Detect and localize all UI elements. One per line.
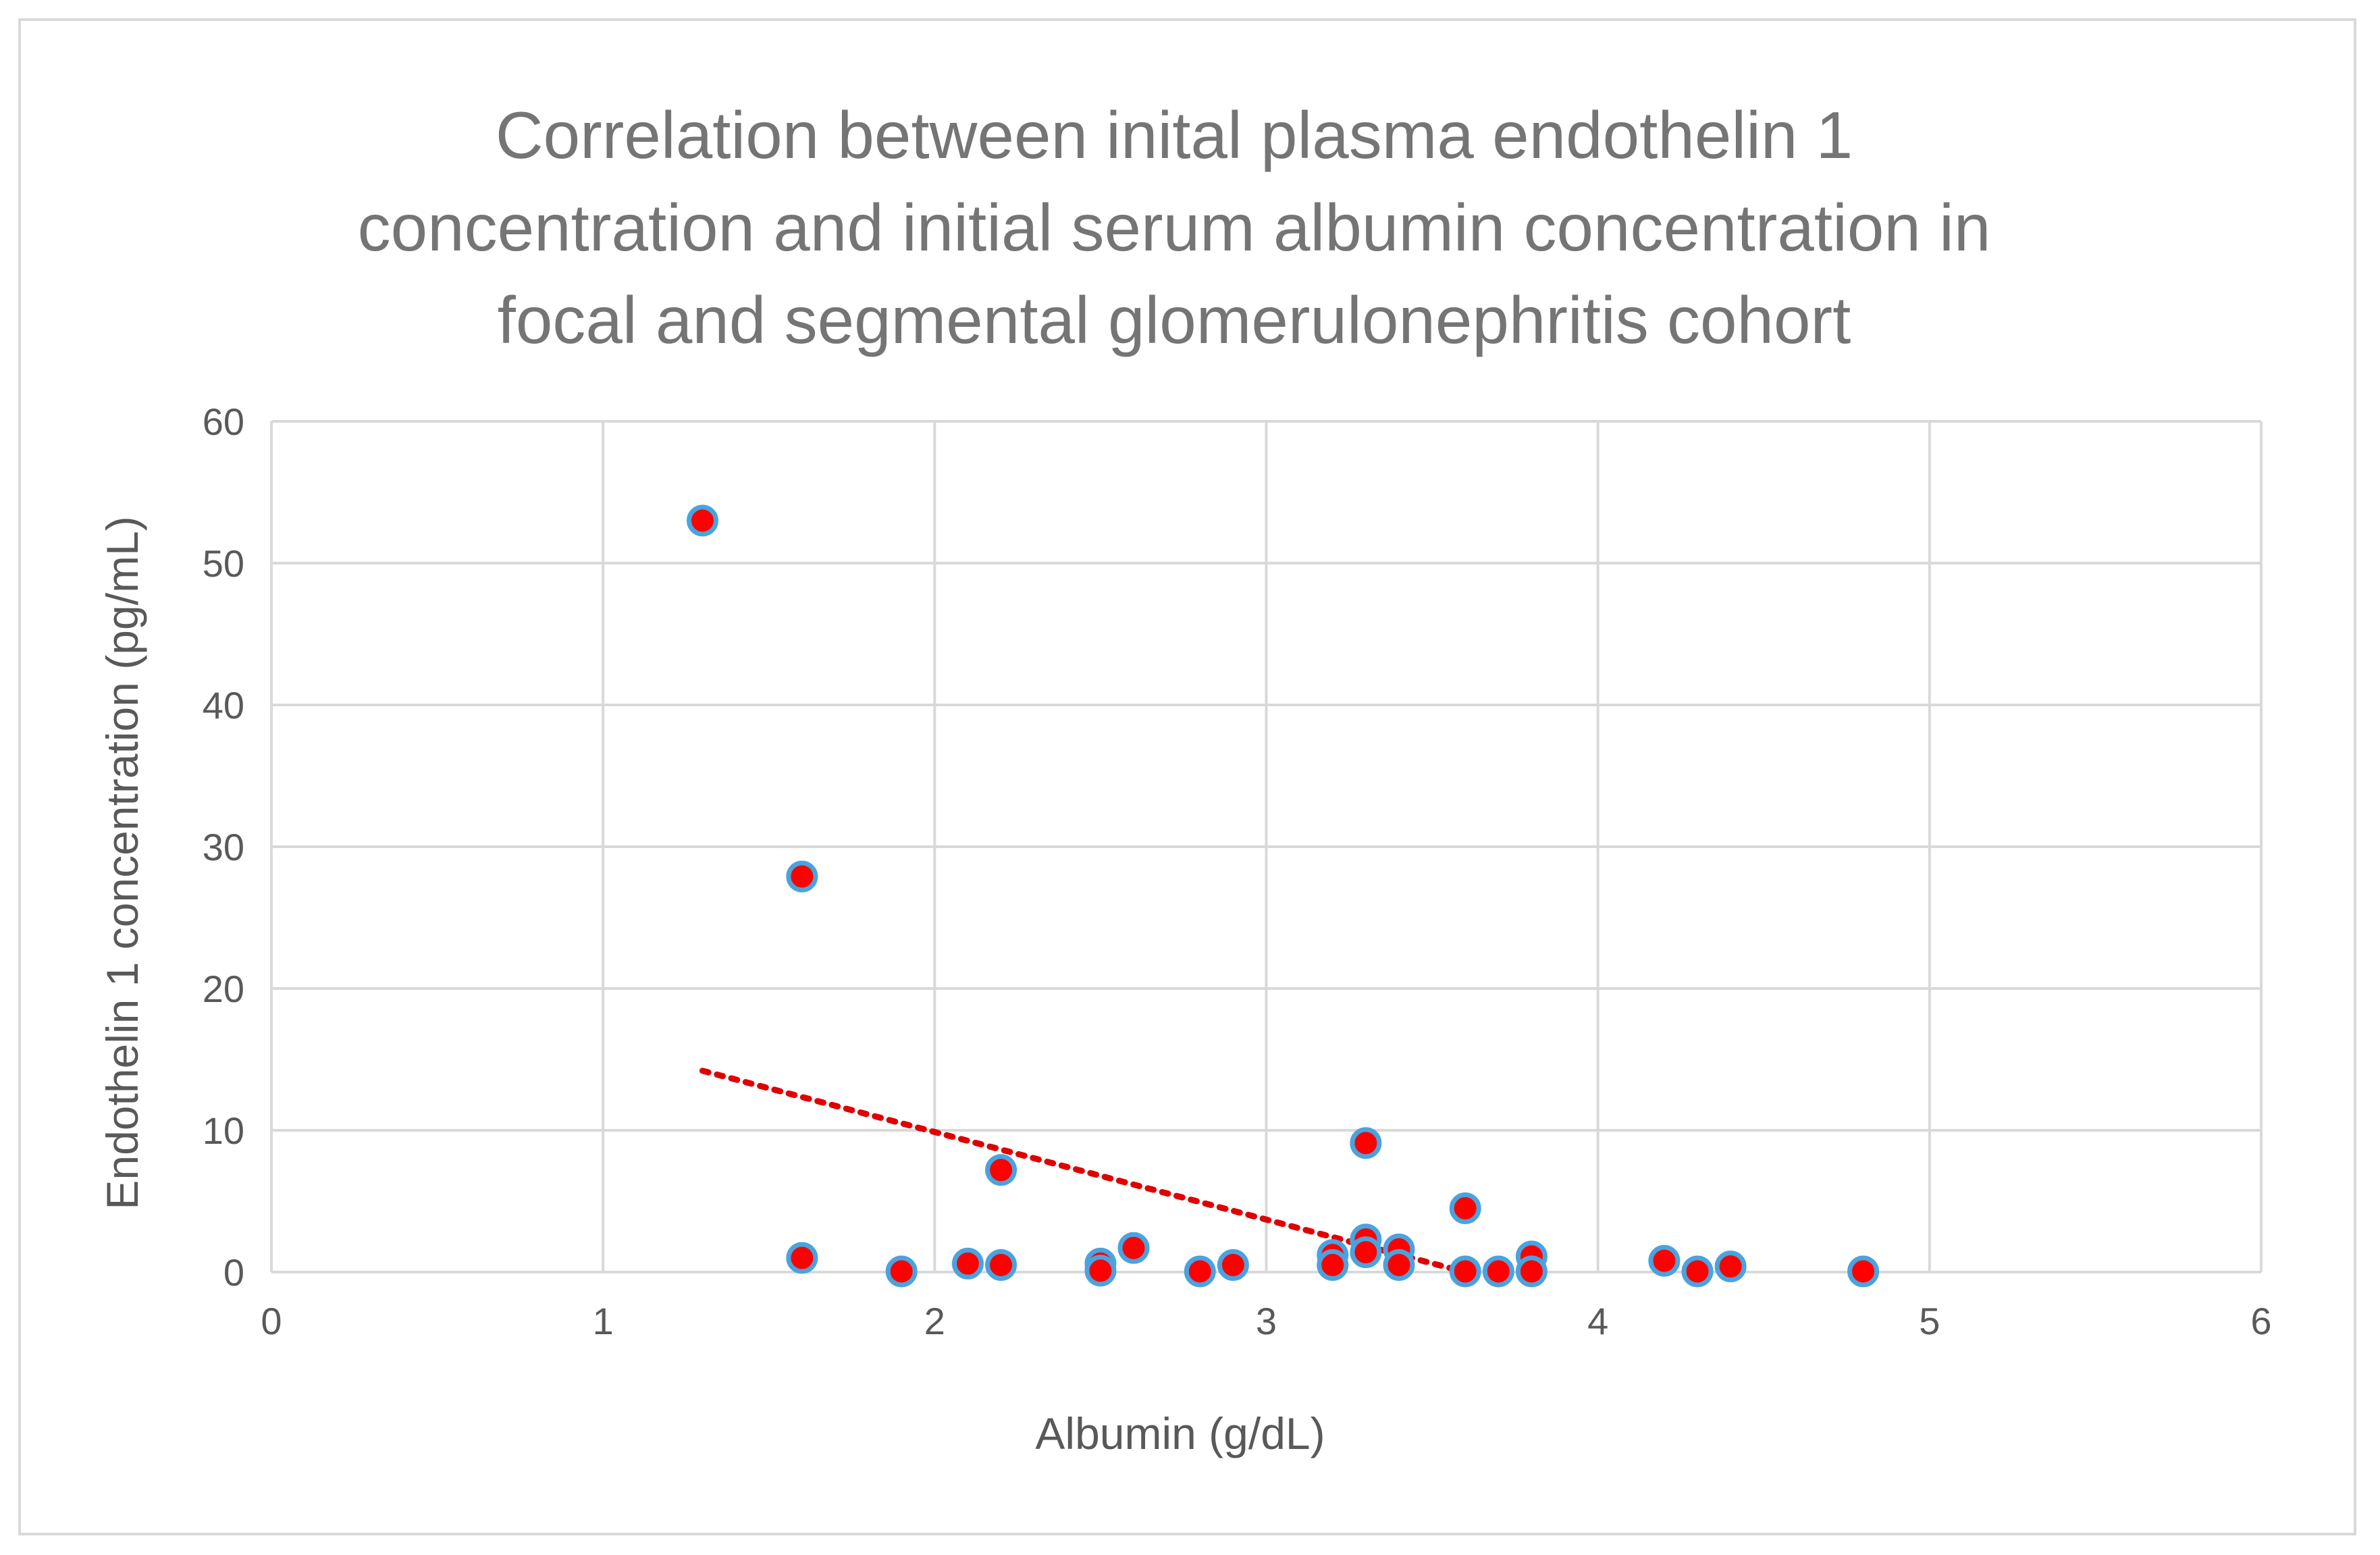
- data-point: [1449, 1255, 1481, 1288]
- data-point: [1184, 1255, 1216, 1288]
- trendline-layer: [699, 1068, 1469, 1275]
- data-point: [786, 860, 818, 893]
- chart-title-line-3: focal and segmental glomerulonephritis c…: [498, 283, 1851, 357]
- data-point: [1847, 1255, 1880, 1288]
- chart-title-line-1: Correlation between inital plasma endoth…: [496, 98, 1853, 172]
- data-point: [1117, 1232, 1150, 1264]
- data-point: [985, 1154, 1017, 1186]
- y-tick-label: 40: [203, 684, 244, 727]
- x-axis-title: Albumin (g/dL): [1035, 1408, 1325, 1458]
- data-point: [1350, 1236, 1382, 1269]
- x-tick-label: 4: [1587, 1300, 1608, 1342]
- data-point: [1350, 1127, 1382, 1159]
- data-point: [1449, 1192, 1481, 1224]
- data-point: [1383, 1249, 1415, 1281]
- data-points: [687, 504, 1880, 1288]
- data-point: [1648, 1244, 1681, 1277]
- data-point: [1482, 1255, 1514, 1288]
- linear-trendline: [699, 1068, 1469, 1275]
- data-point: [1217, 1249, 1249, 1281]
- y-tick-label: 60: [203, 400, 244, 443]
- data-point: [786, 1242, 818, 1274]
- scatter-chart: Correlation between inital plasma endoth…: [97, 98, 2272, 1458]
- chart-frame: Correlation between inital plasma endoth…: [18, 18, 2356, 1535]
- data-point: [1317, 1249, 1349, 1281]
- y-tick-label: 0: [223, 1251, 244, 1294]
- y-tick-label: 20: [203, 968, 244, 1010]
- data-point: [885, 1255, 918, 1288]
- x-tick-label: 5: [1919, 1300, 1940, 1342]
- data-point: [1681, 1255, 1714, 1288]
- data-point: [1714, 1250, 1747, 1283]
- x-tick-label: 3: [1256, 1300, 1277, 1342]
- data-point: [951, 1247, 984, 1280]
- chart-title-line-2: concentration and initial serum albumin …: [358, 190, 1991, 265]
- x-tick-label: 2: [924, 1300, 945, 1342]
- y-axis-title: Endothelin 1 concentration (pg/mL): [97, 516, 147, 1209]
- data-point: [1084, 1255, 1117, 1287]
- x-tick-label: 0: [261, 1300, 282, 1342]
- data-point: [1515, 1255, 1548, 1288]
- chart-title: Correlation between inital plasma endoth…: [358, 98, 1991, 357]
- tick-labels: 0 10 20 30 40 50 60 0 1 2 3 4 5 6: [203, 400, 2272, 1342]
- y-tick-label: 50: [203, 542, 244, 585]
- gridlines: [270, 420, 2263, 1273]
- x-tick-label: 6: [2250, 1300, 2271, 1342]
- y-tick-label: 10: [203, 1109, 244, 1152]
- y-tick-label: 30: [203, 826, 244, 868]
- x-tick-label: 1: [593, 1300, 614, 1342]
- data-point: [687, 504, 719, 537]
- data-point: [985, 1249, 1017, 1281]
